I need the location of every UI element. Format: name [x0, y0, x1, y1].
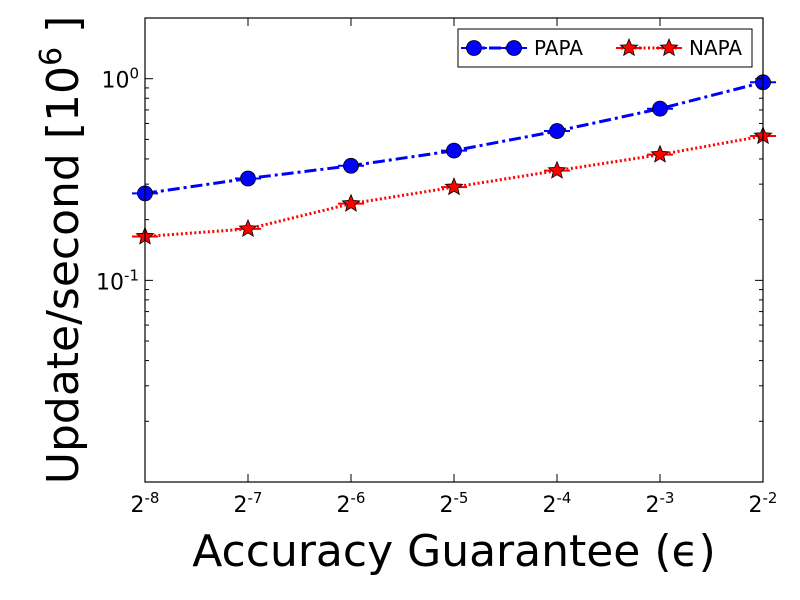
- y-axis-title-exponent: 6: [34, 47, 69, 66]
- data-point-papa: [652, 100, 668, 117]
- y-axis-title-close: ]: [38, 16, 89, 47]
- x-tick-label: 2-8: [131, 489, 160, 518]
- data-point-napa: [238, 218, 258, 238]
- legend: PAPA NAPA: [457, 28, 753, 68]
- y-axis-title-main: Update/second [10: [38, 66, 89, 484]
- y-tick-label: 100: [101, 65, 139, 94]
- x-tick-label: 2-5: [440, 489, 469, 518]
- legend-box: [457, 28, 753, 68]
- x-tick-label: 2-7: [234, 489, 263, 518]
- data-point-napa: [650, 144, 670, 163]
- legend-item-papa: PAPA: [461, 36, 583, 60]
- legend-marker-papa: [506, 40, 522, 56]
- legend-marker-napa: [659, 37, 679, 57]
- data-point-papa: [549, 123, 565, 139]
- data-point-papa: [343, 157, 359, 174]
- series-layer: [132, 74, 776, 245]
- axis-ticks: 2-8 2-7 2-6 2-5 2-4 2-3 2-2 10-1 100: [96, 18, 777, 518]
- legend-label-papa: PAPA: [534, 36, 583, 60]
- x-axis-title: Accuracy Guarantee (ϵ): [192, 526, 716, 577]
- legend-item-napa: NAPA: [616, 36, 742, 60]
- x-tick-label: 2-2: [749, 489, 778, 518]
- data-point-napa: [341, 193, 361, 212]
- legend-marker-papa: [466, 40, 482, 56]
- data-point-napa: [547, 160, 567, 179]
- legend-label-napa: NAPA: [689, 36, 742, 60]
- y-axis-title: Update/second [106 ]: [34, 16, 90, 485]
- legend-marker-napa: [619, 37, 639, 57]
- data-point-papa: [240, 170, 256, 187]
- x-tick-label: 2-4: [543, 489, 572, 518]
- x-tick-label: 2-6: [337, 489, 366, 518]
- x-tick-label: 2-3: [646, 489, 675, 518]
- data-point-napa: [444, 177, 464, 196]
- y-tick-label: 10-1: [96, 266, 139, 295]
- data-point-papa: [446, 142, 462, 159]
